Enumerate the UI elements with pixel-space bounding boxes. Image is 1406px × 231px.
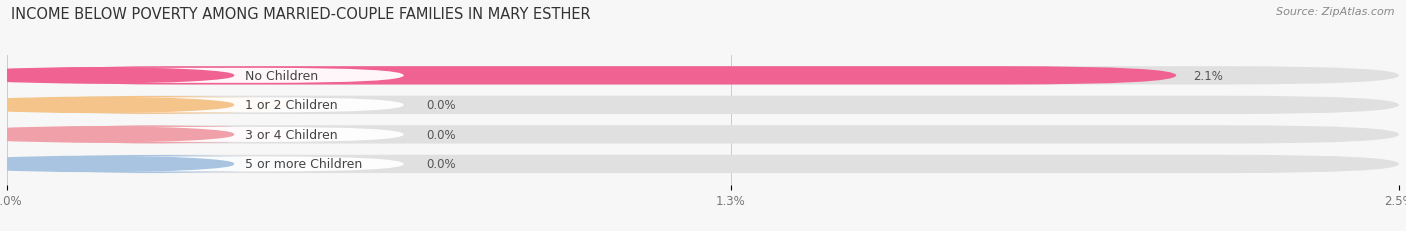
- FancyBboxPatch shape: [7, 126, 292, 144]
- FancyBboxPatch shape: [7, 126, 1399, 144]
- Text: 0.0%: 0.0%: [426, 99, 456, 112]
- FancyBboxPatch shape: [7, 155, 292, 173]
- FancyBboxPatch shape: [7, 127, 404, 142]
- Text: No Children: No Children: [245, 70, 318, 82]
- FancyBboxPatch shape: [7, 96, 1399, 115]
- Text: INCOME BELOW POVERTY AMONG MARRIED-COUPLE FAMILIES IN MARY ESTHER: INCOME BELOW POVERTY AMONG MARRIED-COUPL…: [11, 7, 591, 22]
- FancyBboxPatch shape: [7, 155, 1399, 173]
- FancyBboxPatch shape: [7, 96, 292, 115]
- Text: 5 or more Children: 5 or more Children: [245, 158, 361, 171]
- Text: Source: ZipAtlas.com: Source: ZipAtlas.com: [1277, 7, 1395, 17]
- Circle shape: [0, 98, 233, 113]
- FancyBboxPatch shape: [7, 98, 404, 113]
- FancyBboxPatch shape: [7, 67, 1177, 85]
- FancyBboxPatch shape: [7, 69, 404, 83]
- Text: 0.0%: 0.0%: [426, 158, 456, 171]
- Text: 3 or 4 Children: 3 or 4 Children: [245, 128, 337, 141]
- Circle shape: [0, 69, 233, 83]
- Circle shape: [0, 157, 233, 172]
- FancyBboxPatch shape: [7, 157, 404, 172]
- FancyBboxPatch shape: [7, 67, 1399, 85]
- Text: 0.0%: 0.0%: [426, 128, 456, 141]
- Circle shape: [0, 127, 233, 142]
- Text: 1 or 2 Children: 1 or 2 Children: [245, 99, 337, 112]
- Text: 2.1%: 2.1%: [1192, 70, 1223, 82]
